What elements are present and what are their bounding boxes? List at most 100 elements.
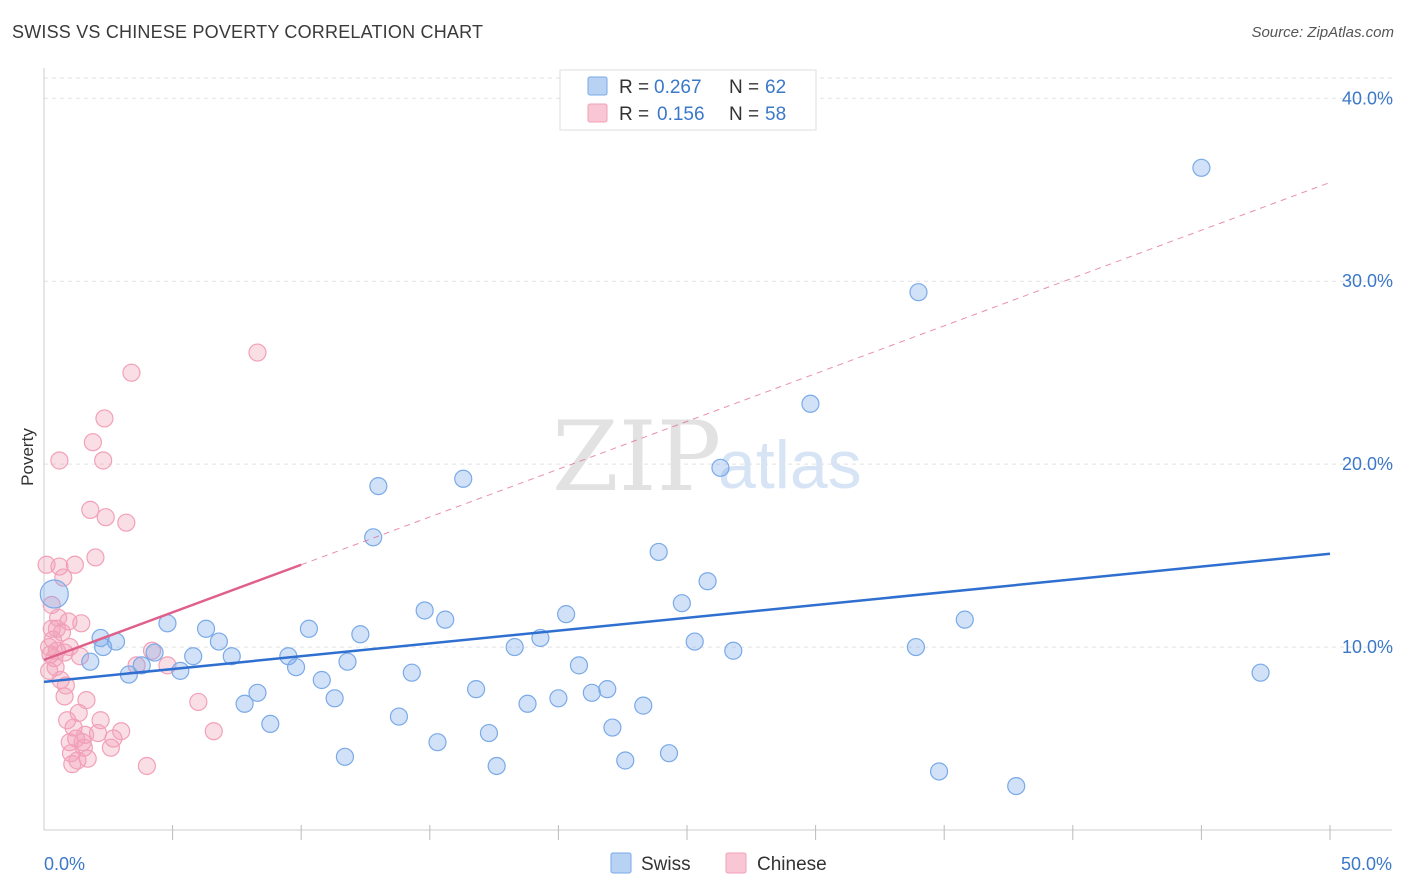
series-legend-swatch-chinese [725,852,747,874]
chinese-point [86,548,105,567]
y-tick-label: 20.0% [1342,454,1393,474]
swiss-point [364,528,383,547]
chinese-point [42,595,61,615]
swiss-point [698,572,717,591]
swiss-point [145,643,164,662]
chinese-point [65,555,84,574]
swiss-point [672,594,691,613]
legend-n-value-swiss: 62 [765,77,786,98]
chinese-point [72,614,91,633]
watermark-atlas: atlas [718,427,862,503]
swiss-point [711,458,730,477]
swiss-point [724,641,743,660]
swiss-point [518,694,537,713]
swiss-point [479,723,499,743]
swiss-point [338,652,357,671]
y-tick-label: 10.0% [1342,637,1393,657]
swiss-point [286,658,306,677]
chinese-point [50,451,69,470]
legend-r-value-chinese: 0.156 [657,104,705,125]
swiss-point [235,694,254,713]
chinese-point [91,711,110,730]
chinese-point [50,557,69,576]
gridlines [44,77,1392,648]
swiss-point [454,469,473,488]
swiss-point [389,707,409,726]
legend-swatch-swiss [587,76,608,96]
chinese-point [55,687,74,706]
chinese-point [78,749,97,768]
swiss-point [603,718,622,737]
y-tick-label: 40.0% [1342,88,1393,108]
y-tick-label: 30.0% [1342,271,1393,291]
chinese-point [54,568,73,587]
series-legend-swatch-swiss [610,852,632,874]
swiss-point [649,542,668,562]
chinese-point [60,733,79,752]
swiss-point [184,647,203,666]
series-legend-label-swiss: Swiss [641,854,691,875]
swiss-points [39,158,1270,796]
series-legend-label-chinese: Chinese [757,854,827,875]
chinese-point [77,691,96,710]
swiss-point [634,696,653,715]
chinese-point [96,508,115,527]
x-axis-ticks [172,825,1331,840]
chinese-point [248,343,267,362]
swiss-point [436,610,455,629]
chinese-point [94,451,113,470]
swiss-point [1251,663,1270,682]
swiss-point [402,663,421,682]
watermark: ZIP atlas [552,401,862,513]
swiss-point [557,605,576,624]
swiss-point [929,762,949,781]
chinese-points [37,343,267,776]
swiss-point [299,619,319,638]
swiss-point [248,683,267,702]
chinese-point [204,722,223,741]
swiss-point [196,619,216,638]
swiss-point [209,632,228,651]
swiss-point [955,610,974,629]
chinese-point [137,756,156,776]
legend-n-label-swiss: N = [729,77,759,98]
chinese-point [81,500,100,519]
trendlines [43,181,1331,684]
swiss-point [335,747,355,766]
swiss-point [222,647,241,666]
swiss-point [906,637,926,657]
chinese-point [142,641,162,660]
swiss-point [351,625,370,644]
chart-title: SWISS VS CHINESE POVERTY CORRELATION CHA… [12,22,484,42]
swiss-point [39,579,69,609]
swiss-point [81,652,100,671]
swiss-trendline [43,552,1331,684]
swiss-point [369,476,388,496]
chinese-point [47,619,66,638]
x-tick-label-start: 0.0% [44,854,85,874]
source-credit: Source: ZipAtlas.com [1251,24,1394,41]
chinese-point [117,513,136,532]
swiss-point [261,714,280,734]
chinese-point [122,363,141,382]
chinese-trendline [43,563,302,662]
swiss-point [312,670,331,690]
x-tick-label-end: 50.0% [1341,854,1392,874]
correlation-legend: R = 0.267 N = 62 R = 0.156 N = 58 [559,69,817,131]
swiss-point [569,656,589,675]
swiss-point [1007,776,1026,796]
swiss-point [132,656,151,675]
legend-r-label-chinese: R = [619,104,649,125]
chinese-point [112,722,131,741]
chinese-trendline-extension [301,181,1331,566]
y-axis-label: Poverty [18,428,37,486]
legend-swatch-chinese [587,103,608,123]
y-axis-tick-labels: 10.0% 20.0% 30.0% 40.0% [1342,88,1393,657]
chinese-point [40,661,59,680]
legend-r-value-swiss: 0.267 [654,77,702,98]
swiss-point [415,601,434,620]
swiss-point [685,632,704,651]
swiss-point [325,689,344,708]
series-legend: Swiss Chinese [610,852,827,875]
